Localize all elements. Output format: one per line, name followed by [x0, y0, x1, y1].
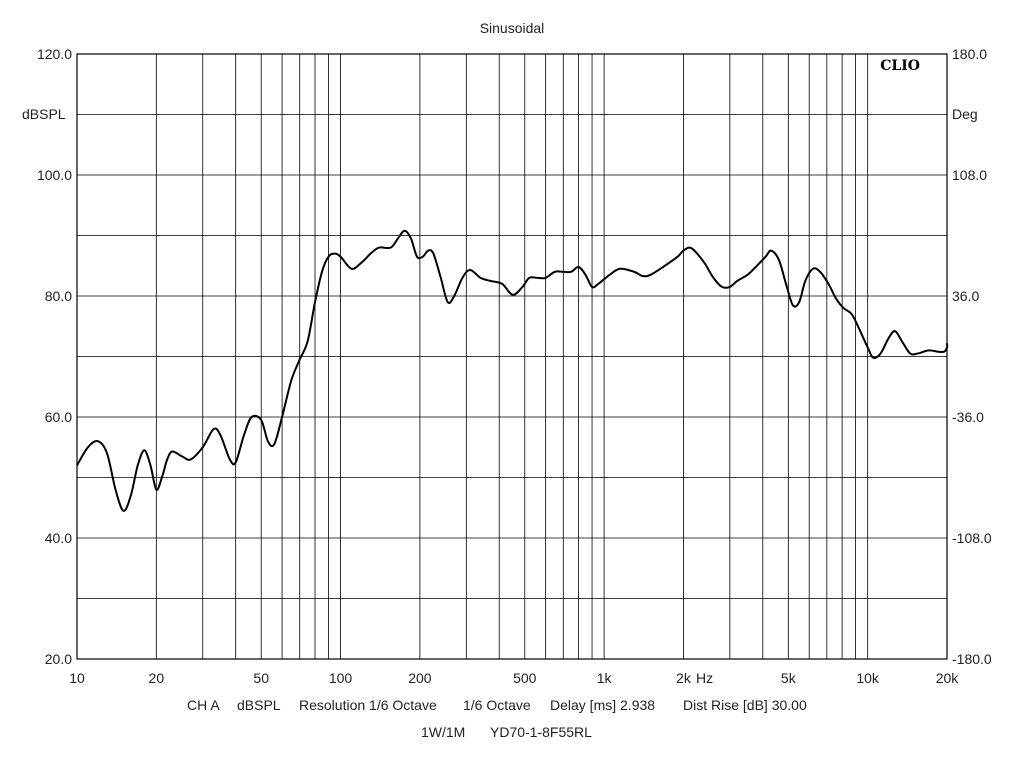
x-tick-label: 20 — [149, 670, 165, 686]
y2-tick-label: 36.0 — [952, 288, 979, 304]
plot-frame — [76, 53, 948, 660]
x-tick-label: 10 — [69, 670, 85, 686]
x-tick-label: 2k — [676, 670, 692, 686]
y2-tick-label: 108.0 — [952, 167, 987, 183]
chart-grid — [76, 53, 948, 660]
y2-tick-label: -180.0 — [952, 651, 992, 667]
y-tick-label: 40.0 — [45, 530, 72, 546]
clio-brand-mark: CLIO — [880, 58, 920, 74]
y2-tick-label: -108.0 — [952, 530, 992, 546]
footer-power: 1W/1M — [421, 724, 465, 740]
y2-tick-label: -36.0 — [952, 409, 984, 425]
chart-title: Sinusoidal — [480, 20, 545, 36]
y-tick-label: 100.0 — [37, 167, 72, 183]
x-tick-label: 500 — [513, 670, 537, 686]
x-tick-label: 5k — [781, 670, 797, 686]
y2-tick-labels: 180.0 108.0 36.0 -36.0 -108.0 -180.0 — [952, 46, 992, 667]
x-tick-labels: 10 20 50 100 200 500 1k 2k 5k 10k 20k — [69, 670, 959, 686]
y-tick-labels: 120.0 100.0 80.0 60.0 40.0 20.0 — [37, 46, 72, 667]
footer-delay: Delay [ms] 2.938 — [550, 697, 655, 713]
x-unit-label: Hz — [696, 670, 713, 686]
footer-resolution: Resolution 1/6 Octave — [299, 697, 437, 713]
series-group — [76, 229, 949, 512]
footer-dist-rise: Dist Rise [dB] 30.00 — [683, 697, 807, 713]
x-tick-label: 20k — [936, 670, 960, 686]
y2-axis-label: Deg — [952, 106, 978, 122]
footer-octave: 1/6 Octave — [463, 697, 531, 713]
footer-channel: CH A — [187, 697, 220, 713]
x-tick-label: 100 — [329, 670, 353, 686]
y-tick-label: 60.0 — [45, 409, 72, 425]
footer-model: YD70-1-8F55RL — [490, 724, 592, 740]
x-tick-label: 50 — [253, 670, 269, 686]
footer-unit: dBSPL — [237, 697, 281, 713]
x-tick-label: 1k — [597, 670, 613, 686]
y2-tick-label: 180.0 — [952, 46, 987, 62]
y-axis-label: dBSPL — [22, 106, 66, 122]
y-tick-label: 20.0 — [45, 651, 72, 667]
y-tick-label: 120.0 — [37, 46, 72, 62]
frequency-response-curve — [76, 229, 949, 512]
x-tick-label: 10k — [856, 670, 880, 686]
y-tick-label: 80.0 — [45, 288, 72, 304]
x-tick-label: 200 — [408, 670, 432, 686]
